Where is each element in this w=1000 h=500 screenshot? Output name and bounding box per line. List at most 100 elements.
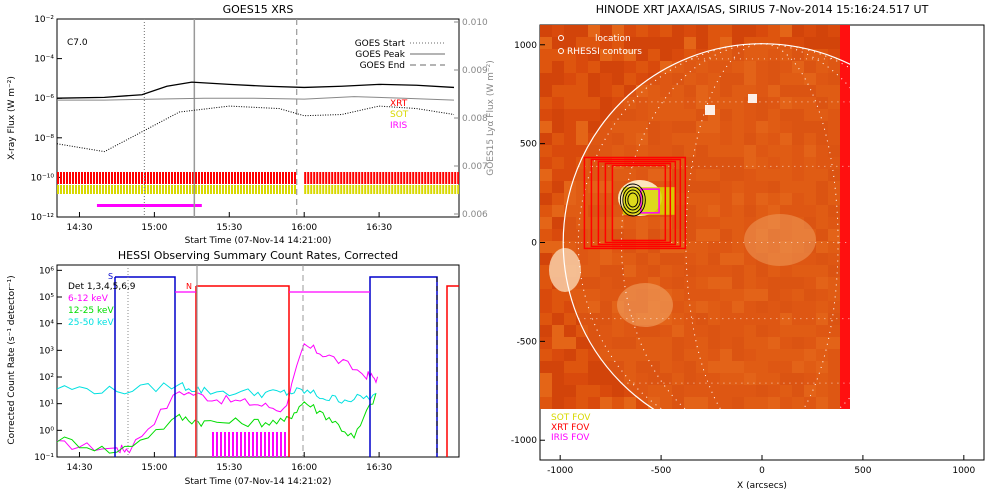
xrt-texture-block: [588, 361, 600, 373]
xrt-texture-block: [576, 337, 588, 349]
goes-y-tick-label: 10⁻¹²: [31, 213, 55, 223]
xrt-texture-block: [612, 73, 624, 85]
xrt-texture-block: [540, 169, 552, 181]
xrt-coverage-tick: [421, 172, 424, 184]
xrt-texture-block: [576, 25, 588, 37]
xrt-coverage-tick: [388, 172, 391, 184]
xrt-x-tick-label: 500: [854, 466, 871, 476]
xrt-coverage-tick: [310, 172, 313, 184]
xrt-coverage-tick: [195, 172, 197, 184]
sot-coverage-tick: [382, 185, 385, 194]
sot-coverage-tick: [87, 185, 89, 194]
xrt-coverage-tick: [126, 172, 128, 184]
xrt-coverage-tick: [153, 172, 155, 184]
xrt-texture-block: [600, 25, 612, 37]
xrt-coverage-tick: [231, 172, 233, 184]
xrt-legend-top-label: location: [595, 34, 631, 44]
xrt-coverage-tick: [192, 172, 194, 184]
hessi-legend-label: Det 1,3,4,5,6,9: [68, 282, 136, 292]
xrt-coverage-tick: [337, 172, 340, 184]
hessi-attenuator-stripe: [240, 432, 242, 457]
sot-coverage-tick: [319, 185, 322, 194]
xrt-coverage-tick: [454, 172, 457, 184]
sot-coverage-tick: [237, 185, 239, 194]
goes-legend-label: GOES Peak: [355, 50, 405, 60]
xrt-texture-block: [636, 37, 648, 49]
xrt-texture-block: [576, 397, 588, 409]
xrt-texture-block: [552, 301, 564, 313]
xrt-coverage-tick: [120, 172, 122, 184]
sot-coverage-tick: [108, 185, 110, 194]
sot-coverage-tick: [198, 185, 200, 194]
xrt-texture-block: [600, 373, 612, 385]
xrt-texture-block: [540, 229, 552, 241]
xrt-texture-block: [576, 121, 588, 133]
sot-coverage-tick: [261, 185, 263, 194]
xrt-texture-block: [564, 25, 576, 37]
xrt-texture-block: [540, 49, 552, 61]
xrt-coverage-tick: [174, 172, 176, 184]
xrt-coverage-tick: [352, 172, 355, 184]
xrt-texture-block: [816, 25, 828, 37]
hessi-attenuator-stripe: [260, 432, 262, 457]
hessi-curve-6-12-keV: [57, 342, 379, 454]
sot-coverage-tick: [132, 185, 134, 194]
xrt-bright-point: [705, 105, 715, 115]
goes-x-axis: 14:30 15:00 15:30 16:00 16:30: [67, 212, 392, 233]
xrt-coverage-tick: [90, 172, 92, 184]
xrt-coverage-tick: [282, 172, 284, 184]
goes-legend-label: GOES End: [360, 61, 405, 71]
hessi-plot-frame: [56, 264, 460, 458]
rhessi-contour: [622, 186, 644, 214]
hessi-y-tick-label: 10⁶: [39, 266, 54, 276]
xrt-legend-marker: [558, 48, 564, 54]
hessi-legend-label: 6-12 keV: [68, 294, 109, 304]
goes-y-tick-label: 10⁻⁸: [34, 134, 54, 144]
xrt-texture-block: [792, 25, 804, 37]
sot-coverage-tick: [406, 185, 409, 194]
xrt-coverage-tick: [249, 172, 251, 184]
xrt-coverage-tick: [322, 172, 325, 184]
goes-y2-tick-label: 0.009: [462, 66, 488, 76]
xrt-coverage-tick: [433, 172, 436, 184]
sot-coverage-tick: [397, 185, 400, 194]
xrt-texture-block: [732, 25, 744, 37]
sot-coverage-tick: [90, 185, 92, 194]
xrt-coverage-tick: [201, 172, 203, 184]
xrt-texture-block: [588, 373, 600, 385]
sot-coverage-tick: [252, 185, 254, 194]
sot-coverage-tick: [334, 185, 337, 194]
xrt-coverage-tick: [162, 172, 164, 184]
xrt-fov-box: [604, 162, 672, 244]
xrt-coverage-tick: [370, 172, 373, 184]
xrt-coverage-tick: [198, 172, 200, 184]
hessi-marker-n: N: [186, 282, 192, 291]
xrt-coverage-tick: [156, 172, 158, 184]
xrt-texture-block: [624, 37, 636, 49]
sot-coverage-tick: [352, 185, 355, 194]
xrt-texture-block: [600, 397, 612, 409]
xrt-coverage-tick: [204, 172, 206, 184]
xrt-texture-block: [624, 49, 636, 61]
xrt-coverage-tick: [150, 172, 152, 184]
xrt-coverage-tick: [319, 172, 322, 184]
goes-legend-label: GOES Start: [355, 39, 406, 49]
xrt-texture-block: [804, 37, 816, 49]
xrt-texture-block: [540, 85, 552, 97]
xrt-coverage-tick: [243, 172, 245, 184]
xrt-coverage-tick: [328, 172, 331, 184]
sot-coverage-tick: [135, 185, 137, 194]
xrt-coverage-tick: [355, 172, 358, 184]
goes-y-label: X-ray Flux (W m⁻²): [7, 76, 17, 160]
sot-coverage-tick: [84, 185, 86, 194]
xrt-x-axis: -1000 -500 0 500 1000: [547, 455, 976, 476]
sot-coverage-tick: [400, 185, 403, 194]
xrt-texture-block: [588, 37, 600, 49]
xrt-texture-block: [564, 325, 576, 337]
sot-coverage-tick: [328, 185, 331, 194]
xrt-texture-block: [588, 73, 600, 85]
sot-coverage-tick: [195, 185, 197, 194]
hessi-title: HESSI Observing Summary Count Rates, Cor…: [118, 249, 398, 262]
sot-coverage-tick: [337, 185, 340, 194]
